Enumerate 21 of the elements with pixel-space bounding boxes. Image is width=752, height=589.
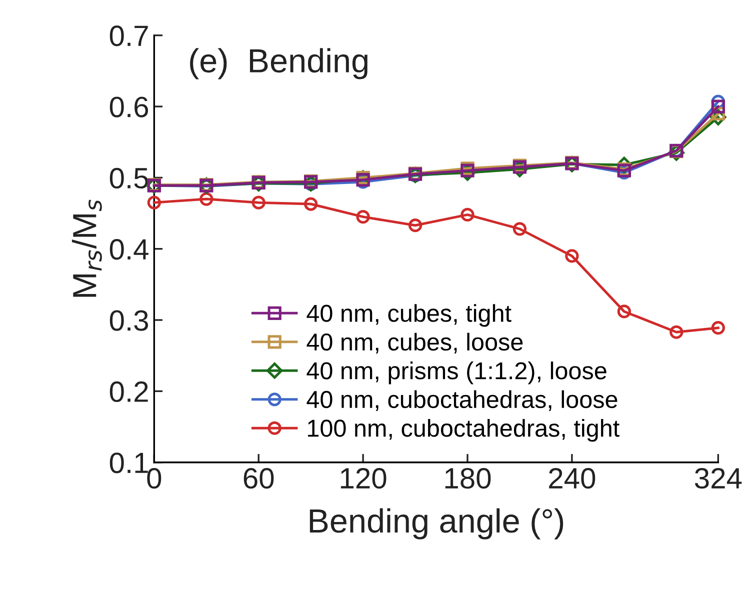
y-tick-label: 0.4 — [110, 239, 148, 260]
y-axis-title: M$_{rs}$/M$_{s}$ — [72, 200, 102, 297]
x-tick-label: 324 — [694, 468, 742, 489]
x-tick-label: 0 — [147, 468, 162, 489]
y-tick-label: 0.1 — [110, 452, 148, 474]
legend-label: 40 nm, prisms (1:1.2), loose — [306, 362, 606, 384]
legend-label: 40 nm, cubes, loose — [306, 332, 523, 354]
y-tick-label: 0.6 — [110, 96, 148, 118]
y-tick-label: 0.7 — [110, 26, 148, 46]
x-axis-title: Bending angle (°) — [310, 508, 564, 540]
x-tick-label: 240 — [549, 468, 596, 489]
x-tick-label: 180 — [445, 468, 491, 489]
legend-label: 40 nm, cubes, tight — [306, 304, 512, 327]
x-tick-label: 120 — [340, 468, 386, 489]
legend-label: 100 nm, cuboctahedras, tight — [308, 419, 620, 442]
legend-label: 40 nm, cuboctahedras, loose — [306, 390, 618, 412]
chart-title: (e) Bending — [190, 48, 368, 80]
x-tick-label: 60 — [244, 468, 274, 489]
y-tick-label: 0.5 — [110, 168, 148, 189]
y-tick-label: 0.3 — [110, 310, 148, 331]
y-tick-label: 0.2 — [110, 381, 148, 402]
